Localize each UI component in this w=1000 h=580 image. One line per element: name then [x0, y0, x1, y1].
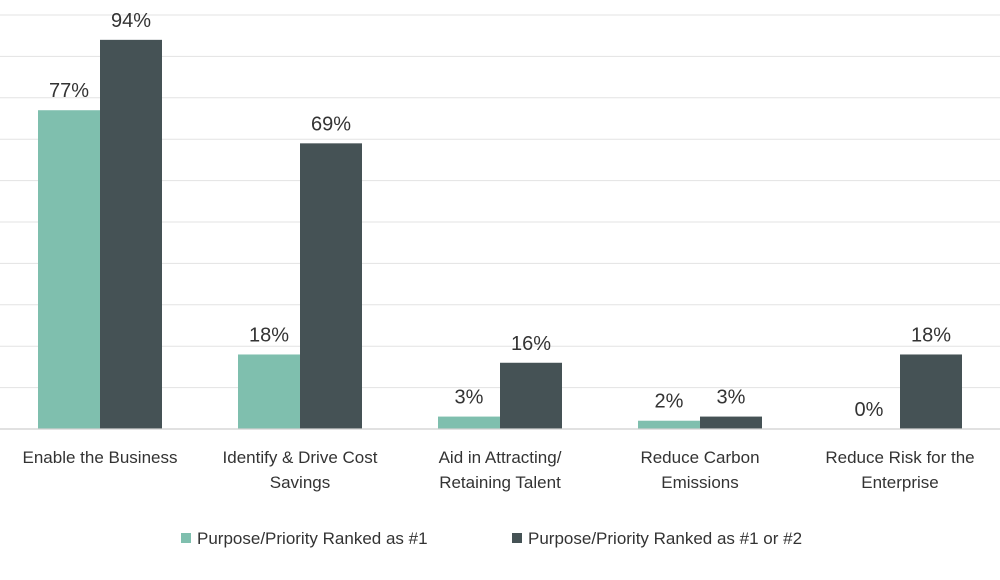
bar [38, 110, 100, 429]
bars [38, 39, 962, 430]
gridlines [0, 14, 1000, 389]
data-label: 18% [249, 324, 289, 346]
data-label: 18% [911, 324, 951, 346]
category-labels: Enable the Business Identify & Drive Cost… [23, 448, 975, 492]
value-labels: 77% 94% 18% 69% 3% 16% 2% 3% 0% 18% [49, 10, 951, 421]
bar [500, 362, 562, 429]
x-tick-label: Enterprise [861, 473, 938, 492]
data-label: 3% [717, 387, 746, 409]
x-tick-label: Enable the Business [23, 448, 178, 467]
x-tick-label: Identify & Drive Cost [223, 448, 378, 467]
x-tick-label: Emissions [661, 473, 738, 492]
x-tick-label: Aid in Attracting/ [439, 448, 562, 467]
legend: Purpose/Priority Ranked as #1 Purpose/Pri… [181, 529, 802, 548]
bar [638, 420, 700, 429]
bar [100, 39, 162, 430]
data-label: 16% [511, 333, 551, 355]
legend-swatch [512, 533, 522, 543]
bar [900, 354, 962, 429]
data-label: 2% [655, 391, 684, 413]
data-label: 69% [311, 113, 351, 135]
bar [300, 143, 362, 429]
data-label: 0% [855, 399, 884, 421]
data-label: 77% [49, 80, 89, 102]
x-tick-label: Reduce Risk for the [825, 448, 974, 467]
bar [700, 416, 762, 429]
bar [438, 416, 500, 429]
bar [238, 354, 300, 429]
x-tick-label: Reduce Carbon [640, 448, 759, 467]
legend-label: Purpose/Priority Ranked as #1 [197, 529, 428, 548]
data-label: 94% [111, 10, 151, 32]
x-tick-label: Savings [270, 473, 330, 492]
data-label: 3% [455, 387, 484, 409]
legend-swatch [181, 533, 191, 543]
x-tick-label: Retaining Talent [439, 473, 561, 492]
legend-label: Purpose/Priority Ranked as #1 or #2 [528, 529, 802, 548]
